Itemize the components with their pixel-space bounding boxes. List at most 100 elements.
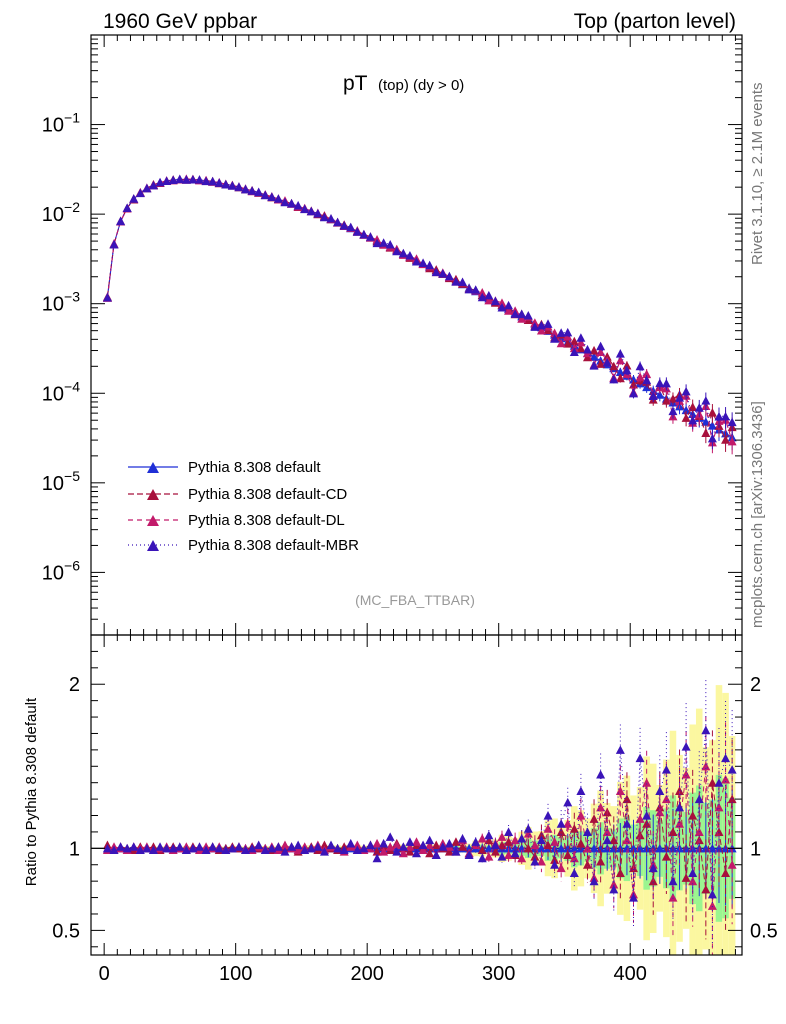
data-point xyxy=(155,177,165,187)
plot-title: pT xyxy=(343,72,368,95)
data-point xyxy=(359,229,369,239)
data-point xyxy=(569,347,579,357)
ratio-point xyxy=(615,868,625,877)
data-point xyxy=(122,203,132,213)
ratio-point xyxy=(352,840,362,850)
ratio-point xyxy=(418,845,428,855)
ratio-point xyxy=(707,778,717,787)
ratio-point xyxy=(622,835,632,845)
ratio-point xyxy=(129,842,139,851)
data-point xyxy=(168,175,178,185)
data-point xyxy=(550,334,560,343)
data-point xyxy=(195,175,204,184)
ratio-point xyxy=(181,845,191,855)
data-point xyxy=(273,194,283,203)
ratio-point xyxy=(609,884,619,894)
ratio-point xyxy=(214,843,224,853)
data-point xyxy=(181,175,191,184)
data-point xyxy=(675,393,685,402)
ratio-point xyxy=(596,769,606,779)
data-point xyxy=(517,309,527,319)
ratio-point xyxy=(569,868,579,877)
data-point xyxy=(576,337,586,347)
series-line xyxy=(106,178,733,441)
ratio-point xyxy=(431,850,441,859)
header-right-label: Top (parton level) xyxy=(574,10,736,33)
x-tick-label: 400 xyxy=(614,963,647,985)
ratio-point xyxy=(714,778,724,787)
ratio-point xyxy=(168,843,178,853)
y-tick-label: 10−5 xyxy=(42,468,80,495)
ratio-point xyxy=(694,794,704,804)
ratio-point xyxy=(569,843,579,853)
ratio-point xyxy=(221,845,231,855)
ratio-point xyxy=(392,847,402,856)
ratio-point xyxy=(707,901,717,910)
ratio-point xyxy=(241,845,251,855)
data-point xyxy=(464,284,474,294)
data-point xyxy=(648,391,658,400)
ratio-point xyxy=(372,853,382,863)
ratio-point xyxy=(451,847,461,856)
data-point xyxy=(116,216,126,226)
y-tick-label: 10−3 xyxy=(42,289,80,316)
ratio-point xyxy=(405,847,415,856)
ratio-point xyxy=(497,852,507,861)
ratio-point xyxy=(602,827,612,836)
ratio-point xyxy=(280,847,290,856)
ratio-point xyxy=(175,842,185,851)
data-point xyxy=(530,322,540,331)
legend-label: Pythia 8.308 default xyxy=(188,459,321,476)
ratio-point xyxy=(536,830,546,840)
ratio-point xyxy=(688,876,698,886)
data-point xyxy=(405,250,415,260)
x-tick-label: 200 xyxy=(350,963,383,985)
data-point xyxy=(661,378,671,388)
data-point xyxy=(385,239,395,249)
ratio-point xyxy=(543,840,553,850)
data-point xyxy=(208,176,218,186)
ratio-point xyxy=(721,753,731,763)
main-panel: 10−1 10−2 10−3 10−4 10−5 10−6 xyxy=(42,34,743,636)
series-line xyxy=(106,178,733,443)
ratio-point xyxy=(661,852,671,861)
data-point xyxy=(609,361,619,371)
data-point xyxy=(201,176,211,186)
ratio-point xyxy=(372,838,382,848)
data-point xyxy=(102,292,112,302)
ratio-point xyxy=(287,842,297,851)
ratio-point xyxy=(675,802,685,812)
data-point xyxy=(306,206,316,216)
ratio-point xyxy=(425,835,435,845)
data-point xyxy=(398,248,408,258)
data-point xyxy=(392,246,402,256)
ratio-point xyxy=(727,765,737,774)
ratio-point xyxy=(280,840,290,850)
data-point xyxy=(444,271,454,281)
data-point xyxy=(582,344,592,354)
data-point xyxy=(471,285,481,294)
ratio-point xyxy=(536,856,546,866)
data-point xyxy=(688,402,698,411)
ratio-point xyxy=(484,835,494,845)
ratio-axis-label: Ratio to Pythia 8.308 default xyxy=(23,697,40,886)
ratio-point xyxy=(458,833,468,843)
ratio-point xyxy=(615,745,625,754)
ratio-point xyxy=(576,786,586,795)
ratio-point xyxy=(227,843,237,853)
ratio-point xyxy=(609,835,619,845)
data-point xyxy=(254,187,264,196)
plot-subtitle: (top) (dy > 0) xyxy=(378,77,464,94)
ratio-point xyxy=(359,843,369,853)
series-line xyxy=(106,178,733,438)
ratio-point xyxy=(208,842,218,851)
data-point xyxy=(622,365,632,375)
ratio-point xyxy=(563,797,573,807)
ratio-point xyxy=(629,893,638,902)
ratio-point xyxy=(438,842,448,851)
ratio-point xyxy=(254,840,264,850)
ratio-point xyxy=(714,802,724,812)
ratio-point xyxy=(477,833,487,843)
ratio-point xyxy=(155,842,165,851)
legend-marker xyxy=(147,515,159,526)
